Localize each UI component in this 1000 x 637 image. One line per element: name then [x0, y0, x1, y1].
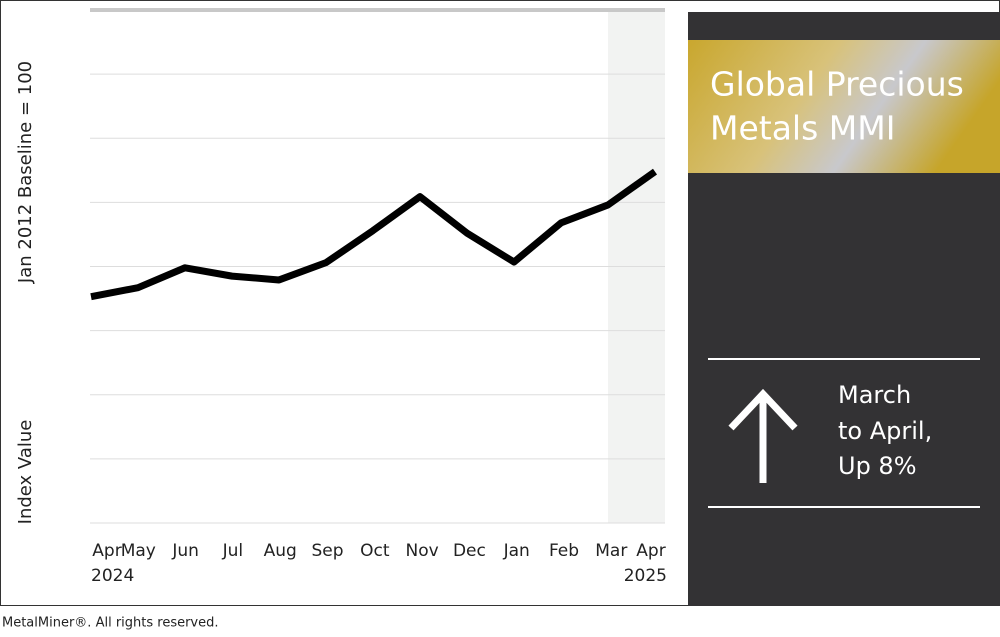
- x-tick-label: Feb: [549, 541, 579, 561]
- x-tick-label: Oct: [360, 541, 390, 561]
- panel-title: Metals MMI: [710, 109, 895, 148]
- x-year-label: 2025: [624, 566, 667, 586]
- x-tick-label: Sep: [311, 541, 343, 561]
- change-text: Up 8%: [838, 452, 917, 480]
- x-tick-label: Jan: [503, 541, 530, 561]
- x-tick-label: Jul: [222, 541, 244, 561]
- x-year-label: 2024: [91, 566, 134, 586]
- y-axis-label: Index Value: [15, 420, 36, 525]
- x-tick-label: May: [121, 541, 156, 561]
- up-arrow: [728, 388, 798, 483]
- x-tick-label: Apr: [636, 541, 665, 561]
- change-text: March: [838, 381, 911, 409]
- series-line: [90, 168, 658, 301]
- y-axis-label: Jan 2012 Baseline = 100: [15, 61, 36, 284]
- x-tick-label: Apr: [92, 541, 121, 561]
- x-tick-label: Dec: [453, 541, 486, 561]
- x-tick-label: Jun: [171, 541, 199, 561]
- x-tick-label: Mar: [595, 541, 627, 561]
- panel-title: Global Precious: [710, 65, 964, 104]
- x-tick-label: Nov: [406, 541, 439, 561]
- footer: MetalMiner®. All rights reserved.: [2, 616, 219, 631]
- title-banner: [688, 40, 1000, 173]
- change-text: to April,: [838, 417, 932, 445]
- x-tick-label: Aug: [264, 541, 297, 561]
